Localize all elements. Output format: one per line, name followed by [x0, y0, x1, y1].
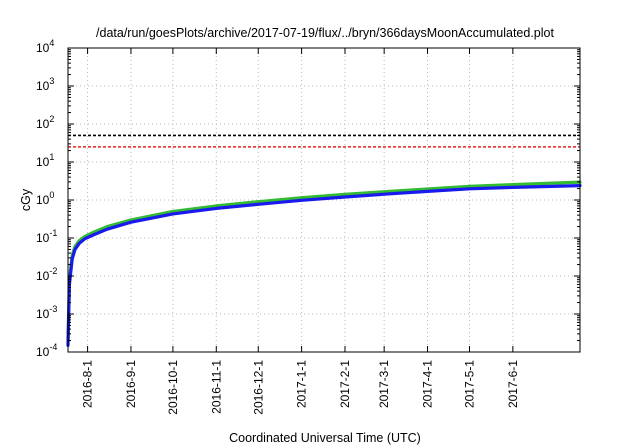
y-tick-label: 101	[36, 152, 54, 169]
chart-title: /data/run/goesPlots/archive/2017-07-19/f…	[96, 26, 554, 40]
y-axis-label: cGy	[19, 188, 33, 211]
x-tick-label: 2016-12-1	[251, 360, 265, 415]
y-tick-label: 103	[36, 76, 54, 93]
x-tick-label: 2017-5-1	[462, 360, 476, 408]
x-tick-label: 2017-6-1	[506, 360, 520, 408]
series-line	[66, 180, 582, 343]
threshold-lines	[68, 134, 580, 148]
series-line	[66, 184, 582, 347]
x-tick-label: 2017-4-1	[421, 360, 435, 408]
x-tick-label: 2016-10-1	[166, 360, 180, 415]
y-tick-labels: 10-4 10-3 10-2 10-1 100 101 102 103 104	[36, 38, 57, 359]
x-tick-label: 2017-2-1	[338, 360, 352, 408]
x-tick-labels: 2016-8-1 2016-9-1 2016-10-1 2016-11-1 2016-1…	[81, 360, 520, 415]
y-tick-label: 100	[36, 190, 54, 207]
y-tick-label: 10-3	[36, 304, 57, 321]
x-tick-label: 2016-9-1	[124, 360, 138, 408]
x-axis-label: Coordinated Universal Time (UTC)	[229, 431, 421, 445]
tick-marks	[68, 47, 580, 353]
y-tick-label: 10-4	[36, 342, 57, 359]
series-lines	[66, 180, 582, 347]
y-tick-label: 10-1	[36, 228, 57, 245]
y-tick-label: 10-2	[36, 266, 57, 283]
y-tick-label: 102	[36, 114, 54, 131]
x-tick-label: 2017-1-1	[295, 360, 309, 408]
x-tick-label: 2016-11-1	[209, 360, 223, 414]
y-tick-label: 104	[36, 38, 54, 55]
x-tick-label: 2017-3-1	[377, 360, 391, 408]
x-tick-label: 2016-8-1	[81, 360, 95, 408]
